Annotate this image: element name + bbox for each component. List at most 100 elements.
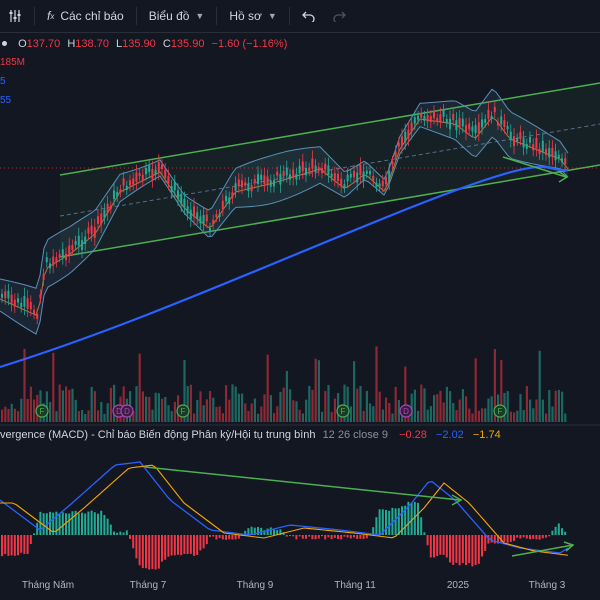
macd-histogram-bar <box>36 522 39 535</box>
macd-histogram-bar <box>119 531 122 535</box>
price-candle <box>253 179 256 183</box>
volume-bar <box>157 393 160 422</box>
price-candle <box>167 176 170 184</box>
macd-histogram-bar <box>461 535 464 564</box>
volume-bar <box>292 400 295 422</box>
macd-histogram-bar <box>253 527 256 535</box>
price-candle <box>199 216 202 224</box>
macd-histogram-bar <box>180 535 183 556</box>
volume-bar <box>314 358 317 422</box>
volume-bar <box>100 402 103 422</box>
macd-histogram-bar <box>61 512 64 535</box>
macd-histogram-bar <box>199 535 202 551</box>
macd-histogram-bar <box>474 535 477 565</box>
volume-bar <box>228 399 231 422</box>
price-candle <box>394 151 397 157</box>
macd-histogram-bar <box>205 535 208 545</box>
volume-bar <box>260 406 263 422</box>
price-candle <box>487 109 490 119</box>
macd-histogram-bar <box>407 501 410 535</box>
event-marker-label: D <box>403 407 409 416</box>
volume-bar <box>161 398 164 422</box>
macd-histogram-bar <box>212 535 215 537</box>
macd-histogram-bar <box>132 535 135 549</box>
macd-divergence-arrow-head-2 <box>563 541 575 552</box>
volume-bar <box>423 388 426 422</box>
volume-bar <box>522 410 525 422</box>
divergence-arrow-line <box>502 156 567 178</box>
volume-bar <box>212 397 215 422</box>
volume-bar <box>548 390 551 422</box>
volume-bar <box>417 410 420 422</box>
volume-bar <box>356 388 359 422</box>
price-candle <box>1 293 3 298</box>
chart-type-button[interactable]: Biểu đồ ▼ <box>141 0 213 32</box>
price-candle <box>397 142 400 147</box>
macd-histogram-bar <box>173 535 176 556</box>
macd-histogram-bar <box>381 509 384 535</box>
volume-bar <box>189 384 192 422</box>
profile-button[interactable]: Hồ sơ ▼ <box>221 0 284 32</box>
volume-bar <box>167 405 170 422</box>
toolbar-divider <box>135 7 137 25</box>
price-candle <box>17 298 19 303</box>
macd-histogram-bar <box>26 535 29 555</box>
macd-histogram-bar <box>314 535 317 540</box>
macd-histogram-bar <box>305 535 307 539</box>
price-candle <box>250 185 253 192</box>
price-candle <box>189 209 192 220</box>
price-candle <box>519 131 522 139</box>
channel-lower-line <box>59 164 600 258</box>
macd-histogram-bar <box>23 535 26 554</box>
macd-histogram-bar <box>324 535 327 540</box>
macd-histogram-bar <box>141 535 144 569</box>
volume-bar <box>276 406 279 422</box>
macd-histogram-bar <box>84 513 87 535</box>
volume-bar <box>84 413 87 422</box>
price-candle <box>381 180 384 187</box>
macd-histogram-bar <box>349 535 352 539</box>
price-candle <box>71 245 74 251</box>
macd-histogram-bar <box>487 535 490 544</box>
volume-bar <box>164 397 167 422</box>
event-marker-label: F <box>341 407 346 416</box>
macd-histogram-bar <box>266 528 269 535</box>
price-candle <box>330 173 333 178</box>
high-key: H <box>67 38 76 50</box>
price-candle <box>500 116 503 125</box>
low-value: 135.90 <box>122 38 156 50</box>
volume-bar <box>237 393 240 422</box>
undo-icon[interactable] <box>294 0 324 32</box>
redo-icon[interactable] <box>324 0 354 32</box>
macd-histogram-bar <box>148 535 151 570</box>
volume-bar <box>221 413 224 422</box>
volume-bar <box>253 398 256 422</box>
macd-histogram-bar <box>183 535 186 554</box>
settings-sliders-icon[interactable] <box>0 0 30 32</box>
price-candle <box>129 180 131 186</box>
volume-bar <box>58 384 61 422</box>
price-candle <box>554 151 557 161</box>
price-candle <box>369 170 371 175</box>
price-candle <box>26 298 29 309</box>
price-candle <box>77 235 80 246</box>
price-candle <box>106 203 109 214</box>
macd-histogram-bar <box>42 513 45 535</box>
macd-histogram-bar <box>561 528 563 535</box>
macd-histogram-bar <box>311 535 314 540</box>
macd-histogram-bar <box>465 535 467 566</box>
macd-histogram-bar <box>17 535 19 556</box>
macd-histogram-bar <box>186 535 189 555</box>
price-candle <box>20 302 23 308</box>
price-candle <box>173 181 176 191</box>
price-candle <box>509 131 512 141</box>
close-key: C <box>162 38 171 50</box>
macd-histogram-bar <box>231 535 234 540</box>
macd-histogram-bar <box>532 535 535 539</box>
volume-bar <box>394 386 397 422</box>
macd-histogram-bar <box>269 527 272 535</box>
macd-line-value: −2.02 <box>435 429 464 441</box>
macd-histogram-bar <box>257 527 259 535</box>
